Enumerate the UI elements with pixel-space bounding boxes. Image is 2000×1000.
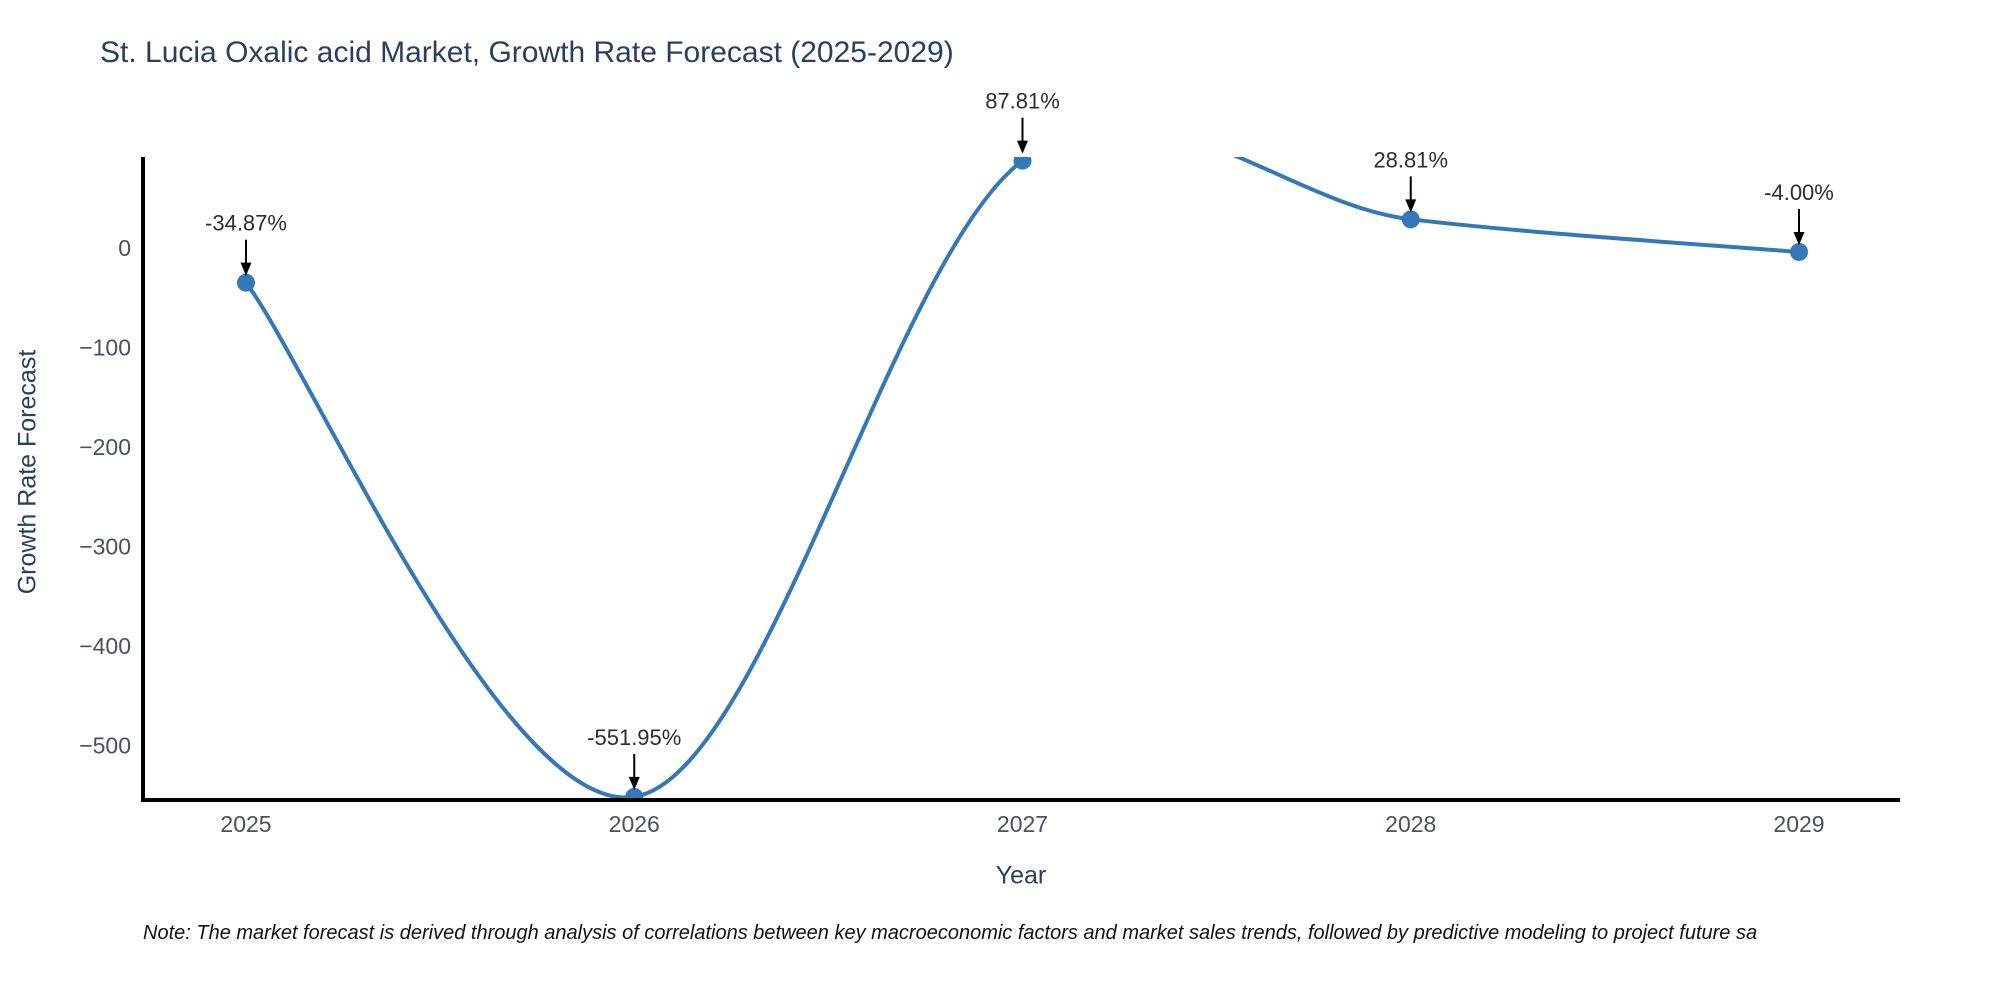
y-tick-label: −500: [79, 732, 131, 758]
annotation-arrowhead-icon: [1793, 231, 1805, 245]
annotation-label: 87.81%: [985, 89, 1060, 114]
annotation-label: -4.00%: [1764, 180, 1834, 205]
x-axis-title: Year: [995, 861, 1047, 890]
data-point-marker-2028[interactable]: [1401, 210, 1420, 229]
x-tick-label: 2027: [997, 811, 1048, 837]
y-tick-label: 0: [118, 235, 131, 261]
chart-title: St. Lucia Oxalic acid Market, Growth Rat…: [100, 36, 954, 69]
x-tick-label: 2026: [609, 811, 660, 837]
y-tick-label: −200: [79, 434, 131, 460]
y-tick-label: −400: [79, 633, 131, 659]
annotation-arrowhead-icon: [240, 262, 252, 276]
x-tick-label: 2028: [1385, 811, 1436, 837]
annotation-arrowhead-icon: [628, 776, 640, 790]
annotation-label: -551.95%: [587, 725, 681, 750]
axes: [141, 157, 1900, 802]
data-point-marker-2029[interactable]: [1790, 242, 1808, 261]
annotation-label: 28.81%: [1373, 147, 1448, 172]
data-point-marker-2025[interactable]: [237, 273, 255, 292]
y-axis-title: Growth Rate Forecast: [13, 349, 42, 595]
y-tick-label: −100: [79, 334, 131, 360]
data-point-marker-2026[interactable]: [625, 787, 644, 806]
annotation-arrowhead-icon: [1017, 140, 1028, 154]
point-annotations: -34.87% -551.95% 87.81% 28.81% -4.00%: [205, 89, 1834, 790]
annotation-label: -34.87%: [205, 211, 287, 236]
footnote: Note: The market forecast is derived thr…: [143, 922, 1758, 944]
y-tick-label: −300: [79, 533, 131, 559]
line-series: [237, 152, 1808, 806]
spline-line: [244, 157, 1801, 800]
annotation-arrowhead-icon: [1405, 199, 1417, 213]
x-tick-label: 2025: [220, 811, 271, 837]
data-point-marker-2027[interactable]: [1013, 152, 1032, 170]
x-axis-ticks: 2025 2026 2027 2028 2029: [220, 811, 1824, 837]
y-axis-ticks: 0 −100 −200 −300 −400 −500: [79, 235, 131, 758]
x-tick-label: 2029: [1773, 811, 1824, 837]
